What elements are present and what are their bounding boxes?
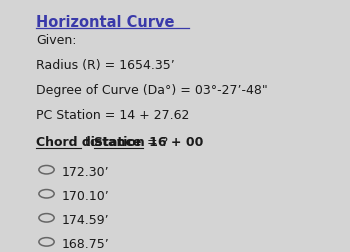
- Text: Given:: Given:: [36, 34, 77, 47]
- Text: 174.59’: 174.59’: [62, 213, 110, 226]
- Text: 168.75’: 168.75’: [62, 237, 110, 250]
- Text: 172.30’: 172.30’: [62, 165, 110, 178]
- Text: PC Station = 14 + 27.62: PC Station = 14 + 27.62: [36, 109, 189, 122]
- Text: Station 16 + 00: Station 16 + 00: [94, 136, 204, 148]
- Text: = ?: = ?: [143, 136, 168, 148]
- Text: Chord distance: Chord distance: [36, 136, 141, 148]
- Text: 170.10’: 170.10’: [62, 189, 110, 202]
- Text: Degree of Curve (Da°) = 03°-27’-48": Degree of Curve (Da°) = 03°-27’-48": [36, 84, 268, 97]
- Text: to: to: [81, 136, 102, 148]
- Text: Horizontal Curve: Horizontal Curve: [36, 15, 175, 30]
- Text: Radius (R) = 1654.35’: Radius (R) = 1654.35’: [36, 59, 175, 72]
